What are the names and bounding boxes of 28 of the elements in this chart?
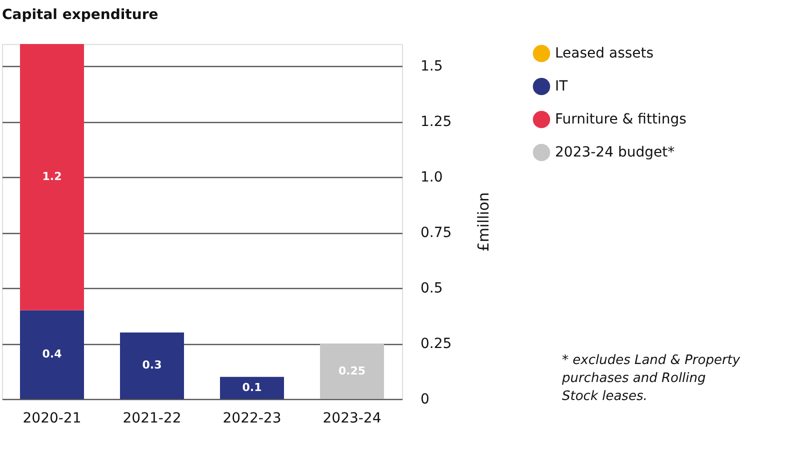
bar — [220, 376, 284, 399]
bar — [20, 44, 84, 310]
bar — [320, 344, 384, 399]
text: * excludes Land & Property purchases and Rolling Stock leases. — [561, 353, 740, 404]
x-tick-label: 2022-23 — [222, 410, 282, 426]
legend-label: 2023-24 budget* — [555, 144, 675, 160]
x-tick-label: 2023-24 — [322, 410, 382, 426]
y-tick-label: 1.0 — [420, 170, 443, 186]
data-label: 0.4 — [42, 348, 62, 361]
bar — [120, 332, 184, 399]
y-tick-label: 0 — [420, 392, 430, 408]
data-label: 0.1 — [242, 380, 262, 394]
x-tick-label: 2021-22 — [122, 410, 182, 426]
legend-label: IT — [555, 78, 568, 94]
chart-title: Capital expenditure — [2, 7, 158, 23]
data-label: 0.3 — [142, 358, 162, 372]
y-tick-label: 1.5 — [420, 58, 443, 75]
y-tick-label: 0.25 — [420, 336, 452, 352]
bar — [20, 310, 84, 399]
legend-label: Furniture & fittings — [555, 112, 686, 128]
data-label: 1.2 — [42, 170, 62, 184]
y-tick-label: 0.75 — [420, 225, 452, 242]
y-tick-label: 0.5 — [420, 280, 443, 297]
x-tick-label: 2020-21 — [22, 410, 82, 426]
data-label: 0.25 — [338, 364, 366, 378]
y-tick-label: 1.25 — [420, 114, 452, 130]
y-axis-title: £million — [474, 192, 493, 252]
legend-label: Leased assets — [555, 46, 654, 62]
